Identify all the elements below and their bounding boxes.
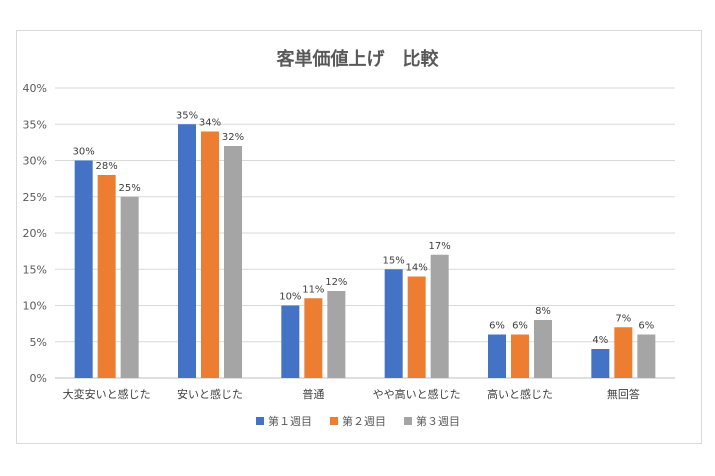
- data-label: 12%: [325, 277, 347, 288]
- data-label: 32%: [222, 132, 244, 143]
- y-tick-label: 30%: [23, 155, 47, 168]
- x-tick-label: 普通: [302, 387, 324, 401]
- y-tick-label: 0%: [30, 372, 47, 385]
- bar: [120, 196, 139, 378]
- chart-title: 客単価値上げ 比較: [276, 49, 439, 70]
- bar: [201, 131, 219, 378]
- data-label: 6%: [489, 321, 505, 332]
- data-label: 15%: [383, 255, 405, 266]
- bar: [407, 276, 426, 378]
- data-label: 8%: [535, 306, 551, 317]
- legend-swatch: [256, 417, 264, 425]
- bar: [178, 124, 196, 378]
- bar: [384, 269, 403, 378]
- y-tick-label: 5%: [30, 336, 47, 349]
- bar: [637, 334, 656, 378]
- data-label: 14%: [406, 263, 428, 274]
- bar: [327, 291, 346, 378]
- data-label: 25%: [119, 183, 141, 194]
- data-label: 10%: [279, 292, 301, 303]
- data-label: 4%: [592, 335, 608, 346]
- data-label: 30%: [73, 147, 95, 158]
- data-label: 28%: [96, 161, 118, 172]
- data-label: 17%: [429, 241, 451, 252]
- bar: [97, 175, 116, 378]
- bar: [430, 254, 449, 378]
- x-tick-label: 無回答: [607, 387, 640, 401]
- data-label: 6%: [638, 321, 654, 332]
- bar: [281, 305, 300, 378]
- bar: [614, 327, 633, 378]
- x-tick-label: やや高いと感じた: [373, 387, 461, 401]
- bar: [511, 334, 529, 378]
- data-label: 6%: [512, 321, 528, 332]
- legend-entry: 第１週目: [268, 414, 312, 428]
- bar: [304, 298, 323, 378]
- legend-swatch: [330, 417, 338, 425]
- data-label: 7%: [615, 313, 631, 324]
- legend-entry: 第３週目: [416, 414, 460, 428]
- x-tick-label: 高いと感じた: [487, 387, 553, 401]
- x-tick-label: 大変安いと感じた: [63, 387, 151, 401]
- y-tick-label: 15%: [23, 263, 47, 276]
- y-tick-label: 20%: [23, 227, 47, 240]
- data-label: 34%: [199, 118, 221, 129]
- y-tick-label: 25%: [23, 191, 47, 204]
- data-label: 35%: [176, 110, 198, 121]
- y-tick-label: 40%: [23, 82, 47, 95]
- bar: [224, 146, 242, 378]
- bar: [488, 334, 506, 378]
- data-label: 11%: [302, 284, 324, 295]
- bar: [534, 320, 552, 378]
- y-tick-label: 10%: [23, 300, 47, 313]
- legend-swatch: [404, 417, 412, 425]
- x-tick-label: 安いと感じた: [177, 387, 243, 401]
- legend-entry: 第２週目: [342, 414, 386, 428]
- bar: [74, 160, 93, 378]
- bar: [591, 349, 610, 378]
- y-tick-label: 35%: [23, 118, 47, 131]
